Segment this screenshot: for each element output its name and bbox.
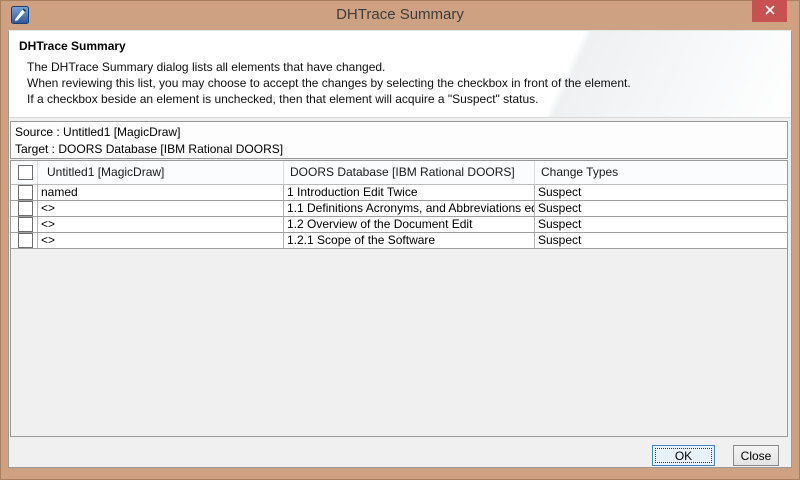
table-row[interactable]: <> 1.2 Overview of the Document Edit Sus… bbox=[11, 217, 787, 233]
magicdraw-icon bbox=[11, 6, 29, 24]
close-icon bbox=[764, 2, 775, 20]
row-checkbox[interactable] bbox=[18, 185, 33, 200]
description-line: When reviewing this list, you may choose… bbox=[27, 76, 631, 90]
dialog-body: DHTrace Summary The DHTrace Summary dial… bbox=[8, 30, 792, 468]
close-button[interactable]: Close bbox=[733, 445, 779, 466]
row-change-type-cell: Suspect bbox=[538, 201, 582, 215]
row-source-cell: <> bbox=[38, 201, 284, 216]
row-change-type-cell: Suspect bbox=[538, 217, 582, 231]
title-bar[interactable]: DHTrace Summary bbox=[0, 0, 800, 30]
trace-table: Untitled1 [MagicDraw] DOORS Database [IB… bbox=[10, 160, 788, 437]
row-checkbox-cell bbox=[11, 185, 38, 200]
row-target-cell: 1.2.1 Scope of the Software bbox=[284, 233, 535, 248]
row-change-type-cell: Suspect bbox=[538, 233, 582, 247]
column-header-target[interactable]: DOORS Database [IBM Rational DOORS] bbox=[284, 161, 535, 184]
row-source-cell: <> bbox=[38, 233, 284, 248]
row-source-cell: <> bbox=[38, 217, 284, 232]
row-source-cell: named bbox=[38, 185, 284, 200]
table-row[interactable]: <> 1.1 Definitions Acronyms, and Abbrevi… bbox=[11, 201, 787, 217]
dialog-header: DHTrace Summary The DHTrace Summary dial… bbox=[9, 31, 791, 118]
description-line: If a checkbox beside an element is unche… bbox=[27, 92, 539, 106]
header-title: DHTrace Summary bbox=[19, 39, 126, 53]
description-line: The DHTrace Summary dialog lists all ele… bbox=[27, 60, 386, 74]
row-target-cell: 1 Introduction Edit Twice bbox=[284, 185, 535, 200]
row-checkbox-cell bbox=[11, 233, 38, 248]
source-target-panel: Source : Untitled1 [MagicDraw] Target : … bbox=[10, 121, 788, 159]
row-checkbox-cell bbox=[11, 201, 38, 216]
table-row[interactable]: <> 1.2.1 Scope of the Software Suspect bbox=[11, 233, 787, 249]
column-header-change-types[interactable]: Change Types bbox=[541, 165, 619, 179]
row-change-type-cell: Suspect bbox=[538, 185, 582, 199]
select-all-cell bbox=[11, 161, 38, 184]
column-header-source[interactable]: Untitled1 [MagicDraw] bbox=[38, 161, 284, 184]
ok-button[interactable]: OK bbox=[652, 445, 715, 466]
row-checkbox[interactable] bbox=[18, 201, 33, 216]
table-row[interactable]: named 1 Introduction Edit Twice Suspect bbox=[11, 185, 787, 201]
target-label: Target : DOORS Database [IBM Rational DO… bbox=[15, 142, 284, 156]
source-label: Source : Untitled1 [MagicDraw] bbox=[15, 125, 181, 139]
row-checkbox[interactable] bbox=[18, 233, 33, 248]
close-window-button[interactable] bbox=[752, 0, 787, 22]
row-target-cell: 1.2 Overview of the Document Edit bbox=[284, 217, 535, 232]
row-checkbox[interactable] bbox=[18, 217, 33, 232]
row-target-cell: 1.1 Definitions Acronyms, and Abbreviati… bbox=[284, 201, 535, 216]
table-header-row: Untitled1 [MagicDraw] DOORS Database [IB… bbox=[11, 161, 787, 185]
header-description: The DHTrace Summary dialog lists all ele… bbox=[27, 59, 631, 107]
window-title: DHTrace Summary bbox=[336, 6, 464, 23]
select-all-checkbox[interactable] bbox=[18, 165, 33, 180]
row-checkbox-cell bbox=[11, 217, 38, 232]
